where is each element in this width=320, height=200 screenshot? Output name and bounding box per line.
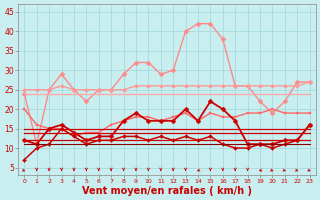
X-axis label: Vent moyen/en rafales ( km/h ): Vent moyen/en rafales ( km/h ): [82, 186, 252, 196]
